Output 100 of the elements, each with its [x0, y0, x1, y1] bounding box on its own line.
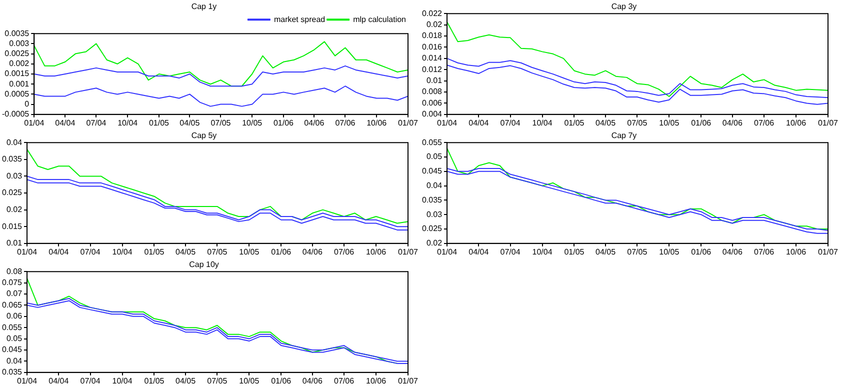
x-tick-label: 01/04: [437, 247, 458, 256]
y-tick-label: 0.022: [422, 8, 443, 18]
x-tick-label: 10/04: [112, 376, 133, 386]
x-tick-label: 04/06: [304, 118, 325, 128]
x-tick-label: 10/04: [532, 118, 553, 128]
x-tick-label: 01/07: [818, 118, 839, 128]
y-tick-label: 0.035: [422, 195, 443, 204]
x-tick-label: 04/06: [302, 376, 323, 386]
x-tick-label: 01/06: [271, 247, 292, 256]
x-tick-label: 04/04: [468, 247, 490, 256]
x-tick-label: 04/05: [176, 376, 196, 386]
y-tick-label: 0.025: [422, 224, 443, 234]
x-tick-label: 10/04: [118, 118, 138, 128]
x-tick-label: 07/06: [335, 118, 356, 128]
x-tick-label: 10/06: [786, 118, 807, 128]
legend-label: market spread: [274, 14, 326, 24]
x-tick-label: 07/04: [80, 376, 101, 386]
y-tick-label: 0.018: [422, 31, 443, 40]
y-tick-label: 0.08: [6, 266, 23, 276]
y-tick-label: -0.0005: [2, 110, 30, 119]
y-tick-label: 0.001: [9, 79, 30, 88]
y-tick-label: 0.008: [422, 87, 443, 96]
y-tick-label: 0.0025: [4, 49, 30, 58]
y-tick-label: 0.02: [6, 205, 23, 214]
y-tick-label: 0.003: [9, 38, 30, 48]
x-tick-label: 01/07: [398, 118, 419, 128]
y-tick-label: 0.015: [2, 222, 23, 231]
y-tick-label: 0.0005: [4, 89, 30, 98]
y-tick-label: 0.075: [2, 278, 23, 288]
x-tick-label: 01/05: [144, 376, 165, 386]
y-tick-label: 0.01: [426, 76, 443, 86]
x-tick-label: 04/04: [48, 247, 70, 256]
x-tick-label: 04/05: [596, 247, 616, 256]
y-tick-label: 0.012: [422, 64, 443, 74]
x-tick-label: 01/07: [398, 376, 419, 386]
chart-title: Cap 7y: [611, 131, 637, 140]
y-tick-label: 0.04: [6, 356, 23, 366]
y-tick-label: 0.03: [6, 171, 23, 180]
y-tick-label: 0.01: [6, 238, 23, 248]
x-tick-label: 10/05: [239, 247, 260, 256]
y-tick-label: 0.045: [422, 166, 443, 176]
x-tick-label: 01/07: [398, 247, 419, 256]
chart-title: Cap 10y: [189, 260, 219, 270]
y-tick-label: 0.02: [426, 20, 443, 30]
x-tick-label: 04/04: [55, 118, 76, 128]
x-tick-label: 01/06: [691, 247, 712, 256]
x-tick-label: 04/06: [302, 247, 323, 256]
x-tick-label: 10/05: [659, 247, 680, 256]
x-tick-label: 07/06: [334, 376, 355, 386]
y-tick-label: 0.065: [2, 300, 23, 310]
y-tick-label: 0.014: [422, 54, 443, 63]
x-tick-label: 01/04: [17, 247, 38, 256]
x-tick-label: 07/06: [754, 247, 775, 256]
x-tick-label: 07/04: [500, 247, 521, 256]
y-tick-label: 0.04: [6, 138, 23, 147]
x-tick-label: 01/06: [273, 118, 294, 128]
y-tick-label: 0.02: [426, 238, 443, 248]
x-tick-label: 07/06: [754, 118, 775, 128]
x-tick-label: 10/04: [112, 247, 133, 256]
y-tick-label: 0.055: [2, 322, 23, 332]
x-tick-label: 10/06: [786, 247, 807, 256]
x-tick-label: 01/04: [437, 118, 458, 128]
x-tick-label: 04/04: [48, 376, 70, 386]
y-tick-label: 0.055: [422, 138, 443, 147]
y-tick-label: 0.04: [426, 181, 443, 190]
x-tick-label: 01/06: [271, 376, 292, 386]
y-tick-label: 0.06: [6, 312, 23, 321]
chart-title: Cap 5y: [191, 131, 217, 140]
y-tick-label: 0.016: [422, 42, 443, 52]
x-tick-label: 07/05: [627, 247, 648, 256]
x-tick-label: 01/05: [144, 247, 165, 256]
x-tick-label: 01/05: [148, 118, 170, 128]
x-tick-label: 10/04: [532, 247, 553, 256]
chart-title: Cap 1y: [191, 2, 217, 12]
x-tick-label: 10/05: [242, 118, 263, 128]
x-tick-label: 07/06: [334, 247, 355, 256]
y-tick-label: 0.05: [6, 334, 23, 344]
y-tick-label: 0.002: [9, 59, 30, 68]
x-tick-label: 07/04: [86, 118, 107, 128]
x-tick-label: 10/06: [366, 118, 388, 128]
x-tick-label: 10/06: [366, 376, 387, 386]
x-tick-label: 10/05: [659, 118, 680, 128]
x-tick-label: 07/04: [500, 118, 521, 128]
y-tick-label: 0.006: [422, 98, 443, 108]
x-tick-label: 04/05: [180, 118, 200, 128]
x-tick-label: 07/04: [80, 247, 101, 256]
y-tick-label: 0.0035: [4, 28, 30, 38]
x-tick-label: 04/04: [468, 118, 490, 128]
chart-title: Cap 3y: [611, 2, 637, 12]
x-tick-label: 01/07: [818, 247, 839, 256]
x-tick-label: 07/05: [627, 118, 648, 128]
x-tick-label: 04/05: [596, 118, 616, 128]
x-tick-label: 01/04: [24, 118, 45, 128]
y-tick-label: 0.03: [426, 210, 443, 219]
x-tick-label: 10/06: [366, 247, 387, 256]
x-tick-label: 04/06: [722, 247, 743, 256]
y-tick-label: 0.05: [426, 152, 443, 162]
y-tick-label: 0: [24, 100, 30, 109]
y-tick-label: 0.045: [2, 345, 23, 354]
x-tick-label: 07/05: [210, 118, 232, 128]
